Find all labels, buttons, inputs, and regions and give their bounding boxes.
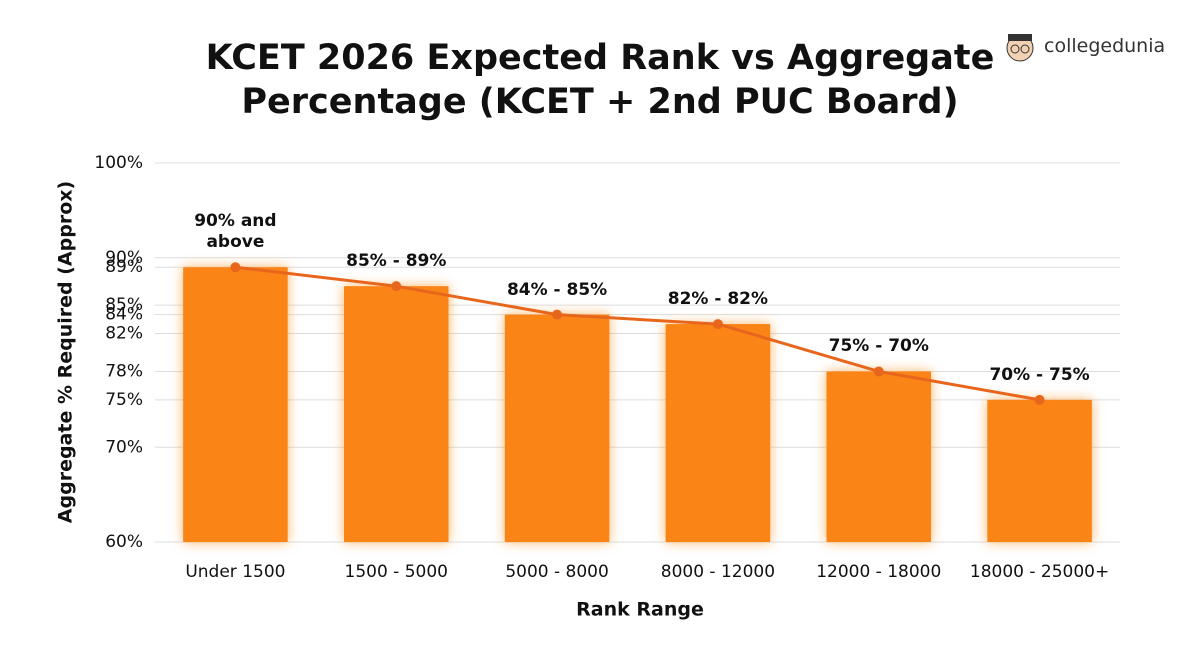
y-tick-label: 70% — [105, 437, 143, 457]
trend-point — [873, 366, 884, 377]
annotation: 84% - 85% — [506, 279, 608, 300]
y-tick-label: 84% — [105, 305, 143, 325]
chart-title: KCET 2026 Expected Rank vs Aggregate Per… — [205, 38, 995, 122]
y-tick-label: 78% — [105, 361, 143, 381]
x-tick-label: 8000 - 12000 — [661, 562, 775, 582]
x-axis-label: Rank Range — [576, 599, 704, 621]
x-tick-label: 1500 - 5000 — [345, 562, 448, 582]
logo-icon — [1006, 34, 1034, 62]
trend-point — [552, 309, 563, 320]
trend-point — [391, 281, 402, 292]
annotation: 90% and above — [194, 211, 277, 253]
logo-text: collegedunia — [1044, 35, 1166, 57]
trend-point — [1034, 394, 1045, 405]
x-tick-label: 5000 - 8000 — [505, 562, 608, 582]
x-tick-label: 18000 - 25000+ — [970, 562, 1109, 582]
y-tick-label: 82% — [105, 324, 143, 344]
annotation: 82% - 82% — [667, 289, 769, 310]
annotation: 85% - 89% — [346, 251, 447, 272]
x-tick-label: Under 1500 — [185, 562, 285, 582]
trend-point — [712, 319, 723, 330]
trend-line — [235, 265, 1040, 402]
y-tick-label: 75% — [105, 390, 143, 410]
y-axis-label: Aggregate % Required (Approx) — [55, 181, 77, 523]
bar — [183, 267, 288, 542]
y-tick-label: 60% — [105, 532, 143, 552]
logo: collegedunia — [1002, 28, 1165, 64]
y-tick-label: 100% — [94, 153, 143, 173]
y-tick-label: 89% — [105, 257, 143, 277]
bar — [504, 314, 610, 542]
bar — [826, 371, 932, 542]
x-tick-label: 12000 - 18000 — [816, 562, 941, 582]
trend-point — [230, 262, 241, 273]
annotation: 75% - 70% — [828, 336, 929, 357]
y-tick-label: 90% — [105, 248, 143, 268]
bar — [987, 399, 1092, 542]
bar — [343, 286, 449, 542]
y-tick-label: 85% — [105, 295, 143, 315]
bar — [665, 324, 771, 542]
annotation: 70% - 75% — [989, 364, 1090, 385]
